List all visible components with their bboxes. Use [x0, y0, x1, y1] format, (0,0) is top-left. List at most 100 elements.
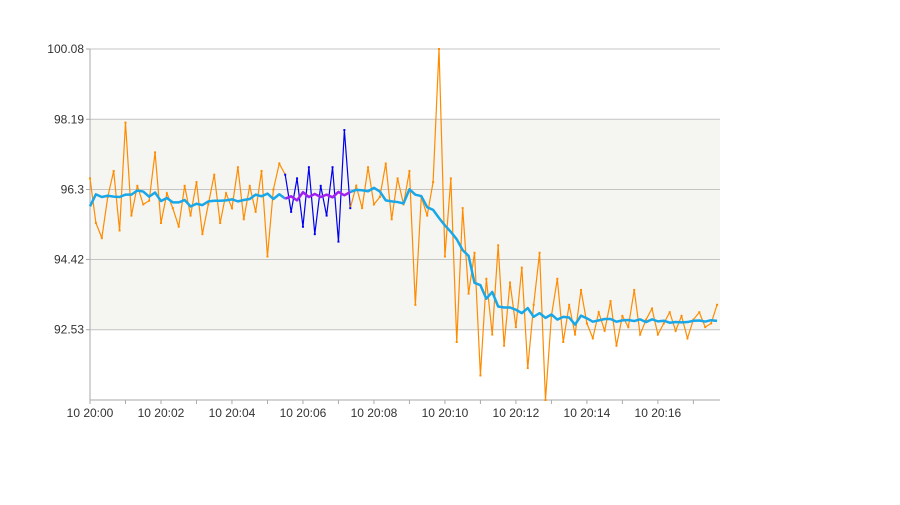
data-point: [579, 288, 582, 291]
data-point: [343, 129, 346, 132]
data-point: [497, 244, 500, 247]
data-point: [355, 184, 358, 187]
x-tick-label: 10 20:04: [209, 406, 256, 420]
data-point: [201, 233, 204, 236]
data-point: [301, 225, 304, 228]
data-point: [656, 333, 659, 336]
data-point: [278, 162, 281, 165]
data-point: [414, 303, 417, 306]
data-point: [585, 322, 588, 325]
data-point: [100, 236, 103, 239]
data-point: [568, 303, 571, 306]
data-point: [674, 329, 677, 332]
y-tick-label: 92.53: [54, 323, 84, 337]
data-point: [225, 192, 228, 195]
data-point: [378, 195, 381, 198]
data-point: [307, 166, 310, 169]
data-point: [248, 184, 251, 187]
data-point: [319, 184, 322, 187]
x-tick-label: 10 20:14: [564, 406, 611, 420]
data-point: [467, 292, 470, 295]
moving-average-line: [88, 189, 286, 208]
data-point: [159, 222, 162, 225]
data-point: [514, 326, 517, 329]
data-point: [171, 207, 174, 210]
highlighted-moving-average-line: [284, 190, 351, 202]
data-point: [680, 314, 683, 317]
data-point: [426, 214, 429, 217]
data-point: [491, 333, 494, 336]
data-point: [183, 184, 186, 187]
data-point: [461, 207, 464, 210]
data-point: [538, 251, 541, 254]
shaded-band: [90, 119, 720, 330]
data-point: [503, 344, 506, 347]
data-point: [432, 181, 435, 184]
data-point: [124, 121, 127, 124]
data-point: [219, 222, 222, 225]
data-point: [349, 207, 352, 210]
data-point: [284, 173, 287, 176]
data-point: [361, 207, 364, 210]
x-tick-label: 10 20:10: [422, 406, 469, 420]
data-point: [639, 333, 642, 336]
data-point: [520, 266, 523, 269]
data-point: [296, 177, 299, 180]
data-point: [272, 188, 275, 191]
data-point: [195, 181, 198, 184]
data-point: [615, 344, 618, 347]
data-point: [94, 222, 97, 225]
data-point: [112, 169, 115, 172]
x-tick-label: 10 20:08: [351, 406, 398, 420]
y-tick-label: 96.3: [61, 183, 85, 197]
data-point: [408, 169, 411, 172]
data-point: [449, 177, 452, 180]
data-point: [290, 210, 293, 213]
data-point: [479, 374, 482, 377]
data-point: [154, 151, 157, 154]
data-point: [337, 240, 340, 243]
data-point: [254, 210, 257, 213]
data-point: [313, 233, 316, 236]
data-point: [509, 281, 511, 284]
data-point: [148, 199, 151, 202]
y-tick-label: 100.08: [47, 42, 84, 56]
data-point: [236, 166, 239, 169]
data-point: [603, 329, 606, 332]
data-point: [384, 162, 387, 165]
data-point: [532, 303, 535, 306]
data-point: [207, 203, 210, 206]
data-point: [142, 203, 145, 206]
data-point: [544, 399, 547, 401]
data-point: [331, 166, 334, 169]
data-point: [716, 303, 719, 306]
y-tick-label: 94.42: [54, 252, 84, 266]
x-tick-label: 10 20:00: [67, 406, 114, 420]
data-point: [621, 314, 624, 317]
x-tick-label: 10 20:02: [138, 406, 185, 420]
data-point: [130, 214, 133, 217]
data-point: [390, 218, 393, 221]
data-point: [372, 203, 375, 206]
data-point: [710, 322, 713, 325]
data-point: [443, 255, 446, 258]
data-point: [526, 367, 529, 370]
data-point: [189, 214, 192, 217]
data-point: [668, 311, 671, 314]
data-point: [242, 218, 245, 221]
data-point: [213, 173, 216, 176]
data-point: [698, 311, 701, 314]
data-point: [591, 337, 594, 340]
data-point: [473, 251, 476, 254]
data-point: [562, 340, 565, 343]
data-point: [89, 177, 91, 180]
x-tick-label: 10 20:12: [493, 406, 540, 420]
data-point: [455, 340, 458, 343]
data-point: [609, 300, 612, 303]
x-tick-label: 10 20:16: [635, 406, 682, 420]
data-point: [650, 307, 653, 310]
moving-average-line: [349, 186, 718, 326]
data-point: [633, 288, 636, 291]
